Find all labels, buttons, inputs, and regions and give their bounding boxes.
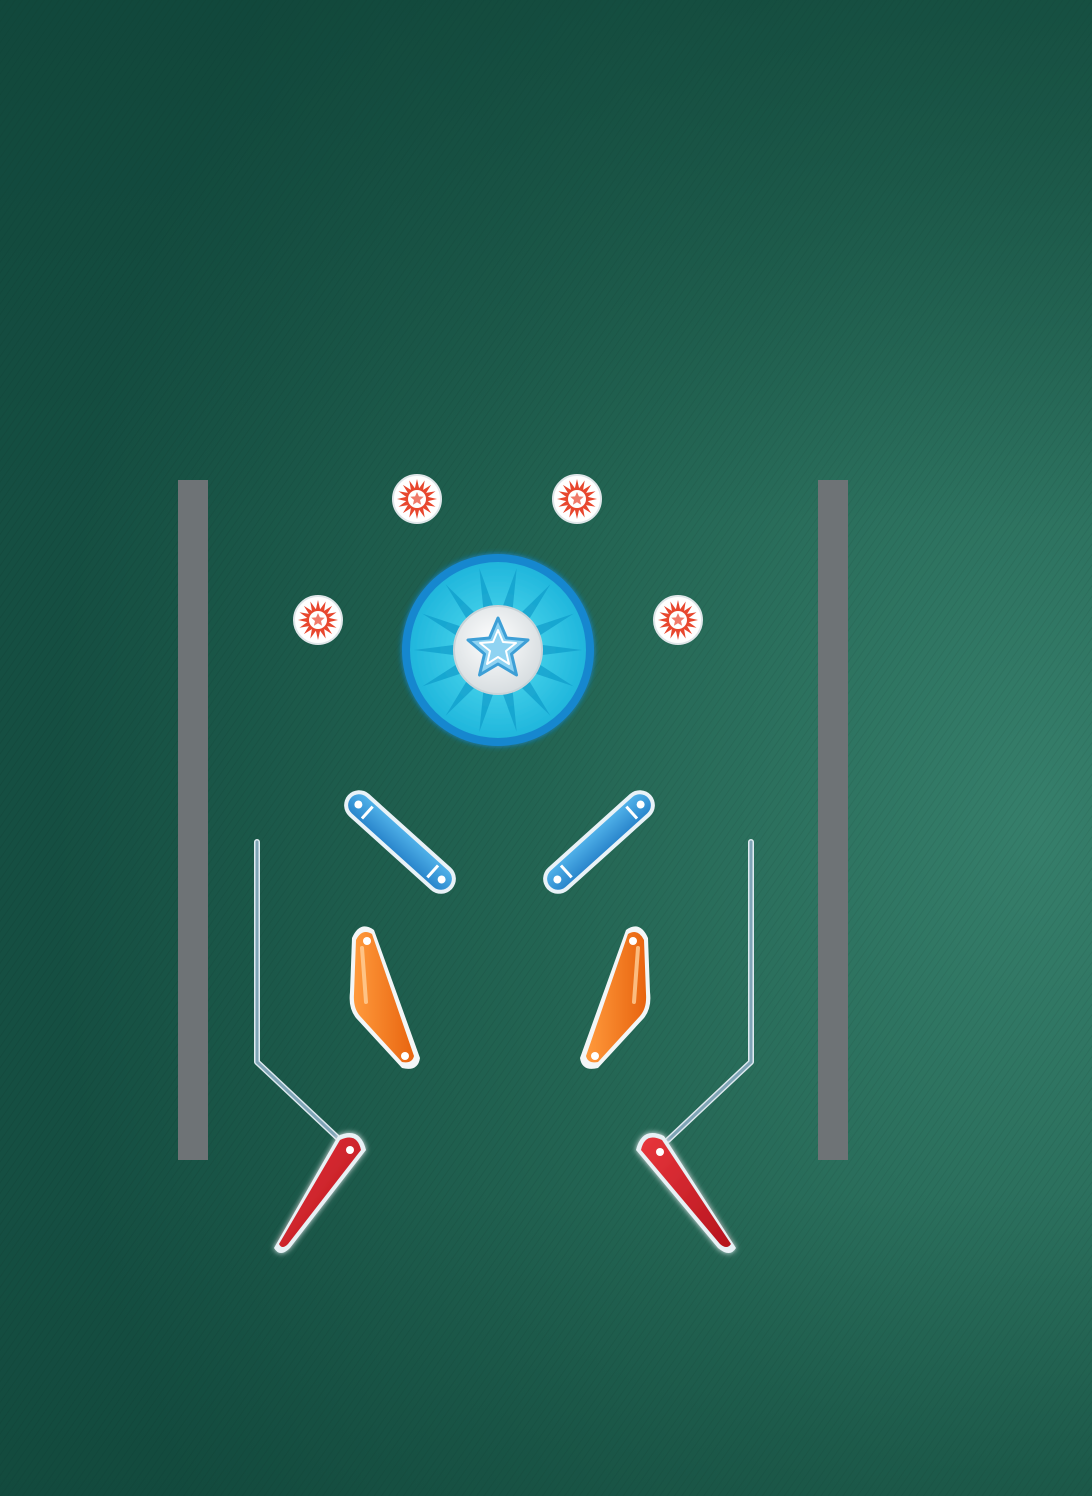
bumper-ray bbox=[518, 584, 551, 623]
star-target-mid-left[interactable] bbox=[293, 595, 343, 645]
bumper-ray bbox=[501, 568, 517, 613]
bumper-ray bbox=[537, 644, 582, 656]
left-wire-guide bbox=[254, 839, 343, 1143]
bumper-ray bbox=[501, 687, 517, 732]
bumper-ray bbox=[531, 613, 574, 638]
center-bumper[interactable] bbox=[402, 554, 594, 746]
left-lane-guide[interactable] bbox=[338, 784, 462, 900]
bumper-ray bbox=[422, 662, 465, 687]
bumper-ray bbox=[479, 687, 495, 732]
bumper-ray bbox=[414, 644, 459, 656]
right-wire-guide bbox=[665, 839, 754, 1143]
bumper-ray bbox=[531, 662, 574, 687]
star-target-mid-right[interactable] bbox=[653, 595, 703, 645]
right-lane-guide[interactable] bbox=[537, 784, 661, 900]
bumper-ray bbox=[479, 568, 495, 613]
bumper-rays bbox=[414, 568, 582, 732]
bumper-ray bbox=[422, 613, 465, 638]
bumper-ray bbox=[445, 677, 478, 716]
star-icon bbox=[466, 616, 530, 677]
star-target-top-right[interactable] bbox=[552, 474, 602, 524]
bumper-ray bbox=[518, 677, 551, 716]
right-slingshot[interactable] bbox=[580, 926, 651, 1069]
left-rail bbox=[178, 480, 208, 1160]
left-flipper[interactable] bbox=[274, 1133, 366, 1253]
right-flipper[interactable] bbox=[636, 1133, 736, 1253]
star-target-top-left[interactable] bbox=[392, 474, 442, 524]
left-slingshot[interactable] bbox=[349, 926, 420, 1069]
bumper-ray bbox=[445, 584, 478, 623]
right-rail bbox=[818, 480, 848, 1160]
